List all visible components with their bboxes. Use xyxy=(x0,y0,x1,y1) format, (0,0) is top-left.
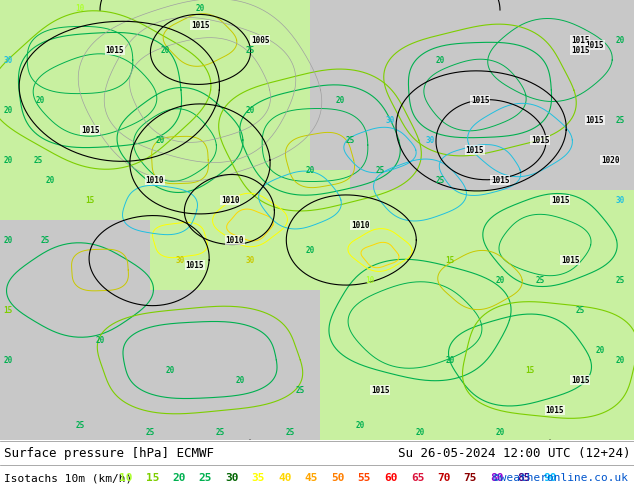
Text: 20: 20 xyxy=(495,275,505,285)
Text: 25: 25 xyxy=(216,427,224,437)
Text: 15: 15 xyxy=(86,196,94,204)
Text: 80: 80 xyxy=(490,473,504,483)
Text: 25: 25 xyxy=(616,275,624,285)
Text: 15: 15 xyxy=(3,305,13,315)
Text: 20: 20 xyxy=(335,96,345,104)
Text: 60: 60 xyxy=(384,473,398,483)
Text: 1005: 1005 xyxy=(251,35,269,45)
Text: 1020: 1020 xyxy=(601,155,619,165)
Text: 30: 30 xyxy=(616,196,624,204)
Text: 20: 20 xyxy=(436,55,444,65)
Text: 75: 75 xyxy=(463,473,477,483)
Text: Isotachs 10m (km/h): Isotachs 10m (km/h) xyxy=(4,473,133,483)
Text: 15: 15 xyxy=(146,473,159,483)
Text: 30: 30 xyxy=(225,473,239,483)
Text: 20: 20 xyxy=(172,473,186,483)
Text: 20: 20 xyxy=(445,356,455,365)
Text: 25: 25 xyxy=(198,473,212,483)
Text: 30: 30 xyxy=(3,55,13,65)
Text: 20: 20 xyxy=(415,427,425,437)
Text: 35: 35 xyxy=(252,473,265,483)
Text: 1015: 1015 xyxy=(551,196,569,204)
Text: 90: 90 xyxy=(543,473,557,483)
Text: 1010: 1010 xyxy=(221,196,239,204)
Text: 25: 25 xyxy=(295,386,304,394)
Text: 25: 25 xyxy=(245,46,255,54)
Text: 1015: 1015 xyxy=(571,35,589,45)
Text: 1015: 1015 xyxy=(81,125,100,135)
Text: 20: 20 xyxy=(155,136,165,145)
FancyBboxPatch shape xyxy=(0,0,310,220)
Text: Surface pressure [hPa] ECMWF: Surface pressure [hPa] ECMWF xyxy=(4,446,214,460)
Text: 65: 65 xyxy=(411,473,424,483)
Text: 1015: 1015 xyxy=(471,96,489,104)
Text: 20: 20 xyxy=(46,175,55,185)
Text: 25: 25 xyxy=(75,420,84,430)
Text: 1015: 1015 xyxy=(546,406,564,415)
Text: 50: 50 xyxy=(331,473,345,483)
Text: 10: 10 xyxy=(119,473,133,483)
Text: 40: 40 xyxy=(278,473,292,483)
Text: 25: 25 xyxy=(41,236,49,245)
Text: 20: 20 xyxy=(3,105,13,115)
Text: 20: 20 xyxy=(3,155,13,165)
Text: 20: 20 xyxy=(165,366,174,374)
Text: 1015: 1015 xyxy=(586,116,604,124)
Text: 1010: 1010 xyxy=(351,220,369,229)
Text: 1015: 1015 xyxy=(371,386,389,394)
Text: 20: 20 xyxy=(616,356,624,365)
FancyBboxPatch shape xyxy=(320,190,634,440)
Text: ©weatheronline.co.uk: ©weatheronline.co.uk xyxy=(493,473,628,483)
Text: 85: 85 xyxy=(517,473,530,483)
Text: 20: 20 xyxy=(3,356,13,365)
Text: 1015: 1015 xyxy=(586,41,604,49)
Text: 15: 15 xyxy=(445,255,455,265)
Text: 20: 20 xyxy=(306,245,314,254)
Text: 20: 20 xyxy=(245,105,255,115)
Text: 1015: 1015 xyxy=(106,46,124,54)
Text: 1015: 1015 xyxy=(571,46,589,54)
Text: 20: 20 xyxy=(95,336,105,344)
Text: 1015: 1015 xyxy=(531,136,549,145)
Text: 20: 20 xyxy=(36,96,44,104)
Text: 25: 25 xyxy=(145,427,155,437)
Text: 1015: 1015 xyxy=(191,21,209,29)
Text: 25: 25 xyxy=(285,427,295,437)
Text: 10: 10 xyxy=(75,3,84,13)
Text: 15: 15 xyxy=(526,366,534,374)
Text: 20: 20 xyxy=(195,3,205,13)
Text: 20: 20 xyxy=(235,375,245,385)
Text: 30: 30 xyxy=(245,255,255,265)
Text: 1010: 1010 xyxy=(226,236,244,245)
Text: Su 26-05-2024 12:00 UTC (12+24): Su 26-05-2024 12:00 UTC (12+24) xyxy=(398,446,630,460)
Text: 45: 45 xyxy=(305,473,318,483)
Text: 25: 25 xyxy=(346,136,354,145)
Text: 20: 20 xyxy=(595,345,605,354)
Text: 20: 20 xyxy=(306,166,314,174)
Text: 20: 20 xyxy=(616,35,624,45)
Text: 20: 20 xyxy=(3,236,13,245)
Text: 1015: 1015 xyxy=(560,255,579,265)
Text: 20: 20 xyxy=(356,420,365,430)
Text: 1015: 1015 xyxy=(491,175,509,185)
Text: 1010: 1010 xyxy=(146,175,164,185)
Text: 30: 30 xyxy=(385,116,394,124)
Text: 30: 30 xyxy=(176,255,184,265)
Text: 30: 30 xyxy=(425,136,435,145)
Text: 25: 25 xyxy=(616,116,624,124)
Text: 1015: 1015 xyxy=(186,261,204,270)
Text: 25: 25 xyxy=(34,155,42,165)
Text: 25: 25 xyxy=(576,305,585,315)
Text: 1015: 1015 xyxy=(571,375,589,385)
Text: 70: 70 xyxy=(437,473,451,483)
Text: 55: 55 xyxy=(358,473,372,483)
Text: 1015: 1015 xyxy=(466,146,484,154)
Text: 25: 25 xyxy=(535,275,545,285)
Text: 25: 25 xyxy=(375,166,385,174)
Text: 25: 25 xyxy=(436,175,444,185)
Text: 20: 20 xyxy=(160,46,170,54)
FancyBboxPatch shape xyxy=(150,170,350,290)
Text: 20: 20 xyxy=(495,427,505,437)
Text: 10: 10 xyxy=(365,275,375,285)
